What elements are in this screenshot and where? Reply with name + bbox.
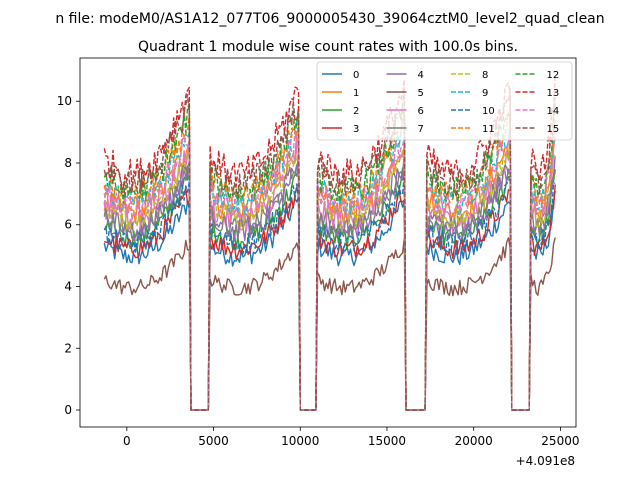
y-axis: 0 2 4 6 8 10 (57, 94, 80, 417)
legend-label-10: 10 (482, 106, 495, 117)
x-offset-label: +4.091e8 (516, 454, 575, 468)
y-tick-label: 6 (64, 218, 72, 232)
x-tick-label: 5000 (198, 434, 229, 448)
legend-label-15: 15 (547, 124, 560, 135)
legend-label-11: 11 (482, 124, 495, 135)
x-tick-label: 0 (123, 434, 131, 448)
figure-suptitle: n file: modeM0/AS1A12_077T06_9000005430_… (55, 11, 604, 27)
series-line-10 (103, 171, 556, 411)
series-line-8 (103, 136, 556, 411)
legend-label-7: 7 (418, 124, 424, 135)
y-tick-label: 8 (64, 156, 72, 170)
legend-box (316, 61, 573, 141)
y-tick-label: 10 (57, 94, 72, 108)
chart-title: Quadrant 1 module wise count rates with … (138, 39, 518, 55)
legend-label-8: 8 (482, 70, 488, 81)
series-line-14 (103, 129, 556, 411)
legend-label-3: 3 (353, 124, 359, 135)
legend-label-6: 6 (418, 106, 424, 117)
x-tick-label: 25000 (541, 434, 579, 448)
y-tick-label: 4 (64, 280, 72, 294)
legend-label-2: 2 (353, 106, 359, 117)
y-tick-label: 2 (64, 341, 72, 355)
axes-frame (79, 57, 577, 428)
series-line-3 (104, 184, 556, 411)
legend-label-13: 13 (547, 88, 560, 99)
legend-label-0: 0 (353, 70, 359, 81)
x-tick-label: 20000 (455, 434, 493, 448)
legend-label-14: 14 (547, 106, 560, 117)
legend-label-9: 9 (482, 88, 488, 99)
series-line-13 (103, 73, 556, 411)
series-line-7 (103, 150, 556, 411)
legend-label-4: 4 (418, 70, 424, 81)
legend-label-12: 12 (547, 70, 560, 81)
series-line-5 (103, 237, 556, 411)
plot-area (103, 73, 556, 411)
x-tick-label: 15000 (368, 434, 406, 448)
y-tick-label: 0 (64, 403, 72, 417)
x-axis: 0 5000 10000 15000 20000 25000 (123, 427, 579, 448)
series-line-15 (103, 86, 556, 411)
series-line-1 (103, 130, 556, 411)
x-tick-label: 10000 (281, 434, 319, 448)
series-line-0 (103, 190, 556, 411)
legend-label-1: 1 (353, 88, 359, 99)
legend-label-5: 5 (418, 88, 424, 99)
